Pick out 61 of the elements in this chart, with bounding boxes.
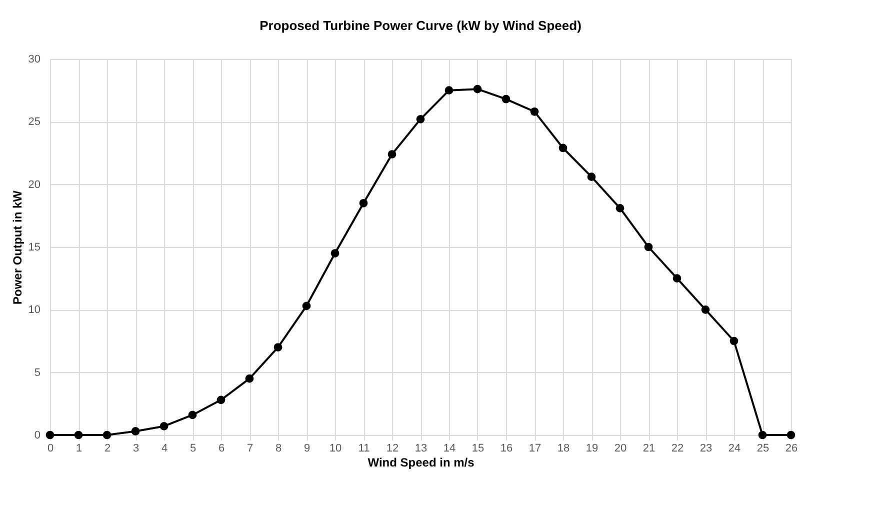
x-tick-label: 25: [756, 442, 770, 454]
x-tick-label: 1: [76, 442, 82, 454]
point: [46, 430, 54, 440]
x-tick-label: 26: [785, 442, 798, 454]
chart-title: Proposed Turbine Power Curve (kW by Wind Speed): [260, 18, 582, 33]
y-tick-label: 20: [28, 178, 40, 191]
point: [444, 86, 454, 95]
point: [530, 107, 539, 116]
point: [416, 114, 425, 124]
x-tick-label: 19: [586, 442, 598, 454]
y-tick-label: 5: [34, 366, 40, 379]
x-tick-label: 16: [500, 442, 513, 454]
x-tick-label: 4: [161, 442, 168, 454]
x-tick-label: 9: [304, 442, 310, 454]
point: [245, 374, 254, 383]
y-tick-label: 30: [28, 54, 40, 66]
point: [302, 302, 311, 310]
x-tick-label: 21: [642, 442, 656, 454]
x-tick-label: 3: [132, 442, 140, 454]
x-tick-label: 12: [386, 442, 399, 454]
point: [672, 274, 682, 283]
x-tick-label: 15: [472, 442, 484, 454]
x-tick-label: 5: [190, 442, 196, 454]
point: [330, 249, 340, 258]
x-tick-label: 0: [47, 442, 54, 454]
x-tick-label: 18: [557, 442, 570, 454]
x-tick-label: 10: [329, 442, 342, 454]
point: [502, 94, 510, 104]
x-tick-label: 17: [528, 442, 542, 454]
y-tick-label: 10: [28, 304, 40, 316]
x-tick-label: 2: [104, 442, 111, 454]
x-tick-label: 14: [443, 442, 456, 454]
point: [216, 396, 226, 404]
point: [274, 343, 282, 352]
y-tick-label: 15: [28, 242, 40, 254]
y-axis-title: Power Output in kW: [10, 190, 24, 304]
y-tick-label: 25: [28, 116, 40, 128]
point: [701, 305, 710, 314]
point: [558, 144, 568, 152]
x-tick-label: 11: [358, 442, 370, 454]
x-tick-label: 8: [275, 442, 282, 454]
x-tick-label: 23: [700, 442, 712, 454]
point: [644, 242, 653, 252]
point: [131, 427, 140, 436]
x-tick-label: 7: [246, 442, 254, 454]
x-tick-label: 13: [414, 442, 428, 454]
point: [730, 336, 738, 346]
x-tick-label: 24: [728, 442, 741, 454]
x-tick-label: 20: [614, 442, 627, 454]
point: [587, 172, 596, 181]
point: [160, 422, 168, 430]
point: [188, 410, 197, 420]
x-axis-title: Wind Speed in m/s: [368, 456, 475, 470]
point: [388, 150, 396, 158]
point: [616, 204, 624, 212]
x-tick-label: 22: [671, 442, 684, 454]
y-tick-label: 0: [34, 430, 40, 442]
point: [473, 84, 482, 94]
point: [359, 198, 368, 208]
x-tick-label: 6: [218, 442, 225, 454]
point: [786, 430, 796, 440]
